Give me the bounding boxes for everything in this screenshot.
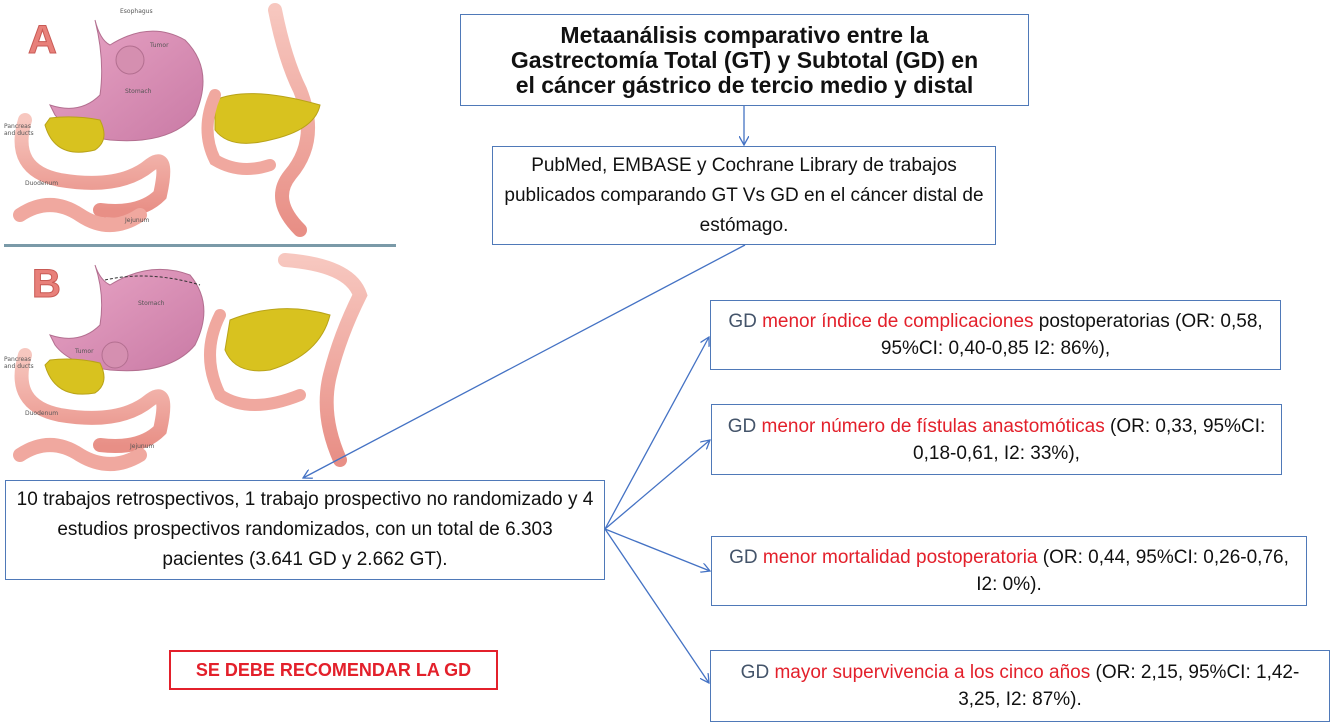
label-stomach-b: Stomach <box>138 300 165 307</box>
label-tumor-b: Tumor <box>75 348 94 355</box>
finding-box-complications: GD menor índice de complicaciones postop… <box>710 300 1281 370</box>
panel-b-drawing <box>13 253 368 471</box>
label-duodenum-b: Duodenum <box>25 410 59 417</box>
sources-text: PubMed, EMBASE y Cochrane Library de tra… <box>504 154 984 236</box>
label-pancreas-a: Pancreas and ducts <box>4 123 34 137</box>
panel-a-label: A <box>28 18 58 63</box>
sources-box: PubMed, EMBASE y Cochrane Library de tra… <box>492 146 996 245</box>
finding-box-mortality: GD menor mortalidad postoperatoria (OR: … <box>711 536 1307 606</box>
finding-box-fistulas: GD menor número de fístulas anastomótica… <box>711 404 1282 475</box>
label-pancreas-b: Pancreas and ducts <box>4 356 34 370</box>
label-esophagus: Esophagus <box>120 8 153 15</box>
title-box: Metaanálisis comparativo entre la Gastre… <box>460 14 1029 106</box>
diagram-title: Metaanálisis comparativo entre la Gastre… <box>510 21 979 98</box>
label-jejunum-b: Jejunum <box>130 443 155 450</box>
panel-b-label: B <box>32 262 62 307</box>
studies-box: 10 trabajos retrospectivos, 1 trabajo pr… <box>5 480 605 580</box>
recommendation-text: SE DEBE RECOMENDAR LA GD <box>195 659 472 680</box>
arrow-to-finding-3 <box>604 528 710 571</box>
finding-stats: (OR: 2,15, 95%CI: 1,42-3,25, I2: 87%). <box>958 662 1300 710</box>
recommendation-box: SE DEBE RECOMENDAR LA GD <box>169 650 498 690</box>
finding-highlight: menor mortalidad postoperatoria <box>762 547 1038 568</box>
finding-stats: (OR: 0,33, 95%CI: 0,18-0,61, I2: 33%), <box>913 415 1266 464</box>
title-line-2: Gastrectomía Total (GT) y Subtotal (GD) … <box>510 46 979 73</box>
arrow-to-finding-2 <box>604 440 710 530</box>
finding-subject: GD <box>740 662 770 683</box>
title-line-3: el cáncer gástrico de tercio medio y dis… <box>515 71 974 98</box>
finding-subject: GD <box>729 547 758 568</box>
studies-text: 10 trabajos retrospectivos, 1 trabajo pr… <box>16 489 594 570</box>
finding-stats: (OR: 0,44, 95%CI: 0,26-0,76, I2: 0%). <box>976 547 1289 595</box>
label-tumor-a: Tumor <box>150 42 169 49</box>
finding-subject: GD <box>727 415 757 437</box>
panel-a-drawing <box>13 3 321 237</box>
finding-subject: GD <box>728 311 757 332</box>
arrow-to-finding-4 <box>604 528 709 683</box>
finding-highlight: menor índice de complicaciones <box>762 311 1034 332</box>
finding-highlight: mayor supervivencia a los cinco años <box>774 662 1091 683</box>
panel-divider <box>4 244 396 247</box>
surgical-illustration: A B Esophagus Tumor Stomach Pancreas and… <box>0 0 400 475</box>
stomach-anatomy-drawing <box>13 3 368 471</box>
label-duodenum-a: Duodenum <box>25 180 59 187</box>
title-line-1: Metaanálisis comparativo entre la <box>560 21 929 48</box>
arrow-to-finding-1 <box>604 337 709 530</box>
label-stomach-a: Stomach <box>125 88 152 95</box>
label-jejunum-a: Jejunum <box>125 217 150 224</box>
finding-box-survival: GD mayor supervivencia a los cinco años … <box>710 650 1330 722</box>
finding-highlight: menor número de fístulas anastomóticas <box>761 415 1105 437</box>
finding-stats: postoperatorias (OR: 0,58, 95%CI: 0,40-0… <box>880 311 1263 359</box>
